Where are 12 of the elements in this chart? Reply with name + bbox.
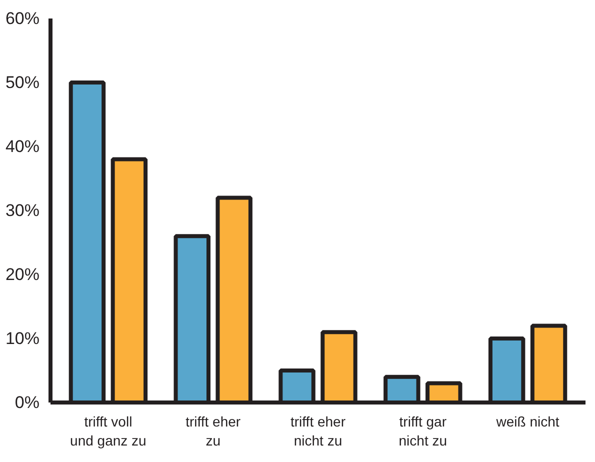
y-tick-label: 30% [5,201,40,220]
y-tick-label: 20% [5,265,40,284]
y-tick-label: 10% [5,329,40,348]
x-tick-label: weiß nicht [495,414,560,430]
y-tick-label: 40% [5,137,40,156]
y-tick-label: 50% [5,73,40,92]
y-tick-label: 0% [14,393,40,412]
x-tick-label: trifft gar nicht zu [398,414,448,449]
x-tick-label: trifft eher nicht zu [290,414,346,449]
y-tick-label: 60% [5,9,40,28]
x-tick-label: trifft voll und ganz zu [70,414,146,449]
x-tick-label: trifft eher zu [186,414,241,449]
